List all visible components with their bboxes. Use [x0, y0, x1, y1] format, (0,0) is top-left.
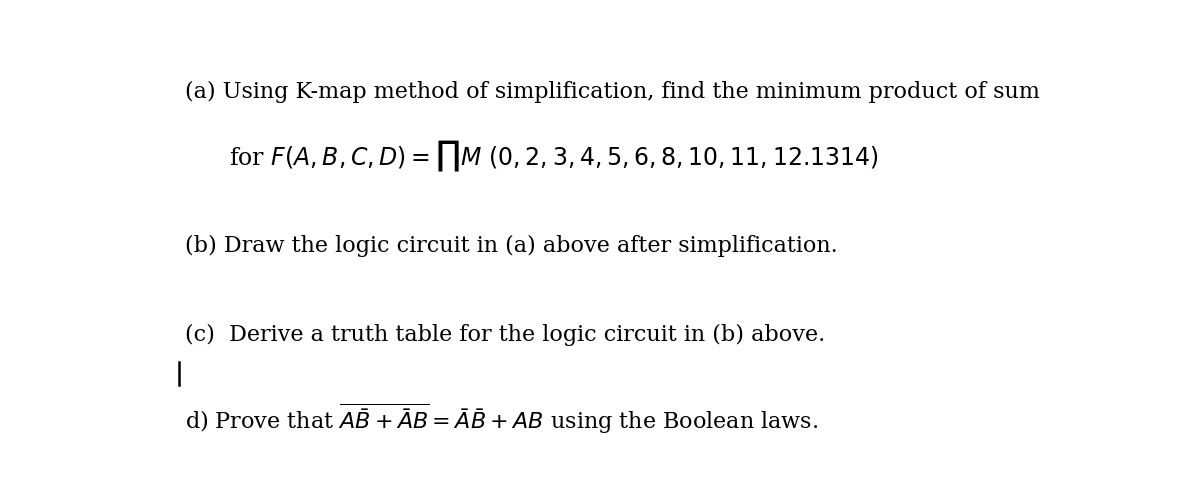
Text: (c)  Derive a truth table for the logic circuit in (b) above.: (c) Derive a truth table for the logic c…	[185, 324, 826, 346]
Text: (b) Draw the logic circuit in (a) above after simplification.: (b) Draw the logic circuit in (a) above …	[185, 235, 838, 258]
Text: for $F(A,B,C,D) = \prod M\ (0,2,3,4,5,6,8,10,11,12.1314)$: for $F(A,B,C,D) = \prod M\ (0,2,3,4,5,6,…	[229, 139, 878, 174]
Text: (a) Using K-map method of simplification, find the minimum product of sum: (a) Using K-map method of simplification…	[185, 81, 1040, 104]
Text: d) Prove that $\overline{A\bar{B} + \bar{A}B} = \bar{A}\bar{B} + AB$ using the B: d) Prove that $\overline{A\bar{B} + \bar…	[185, 400, 818, 436]
